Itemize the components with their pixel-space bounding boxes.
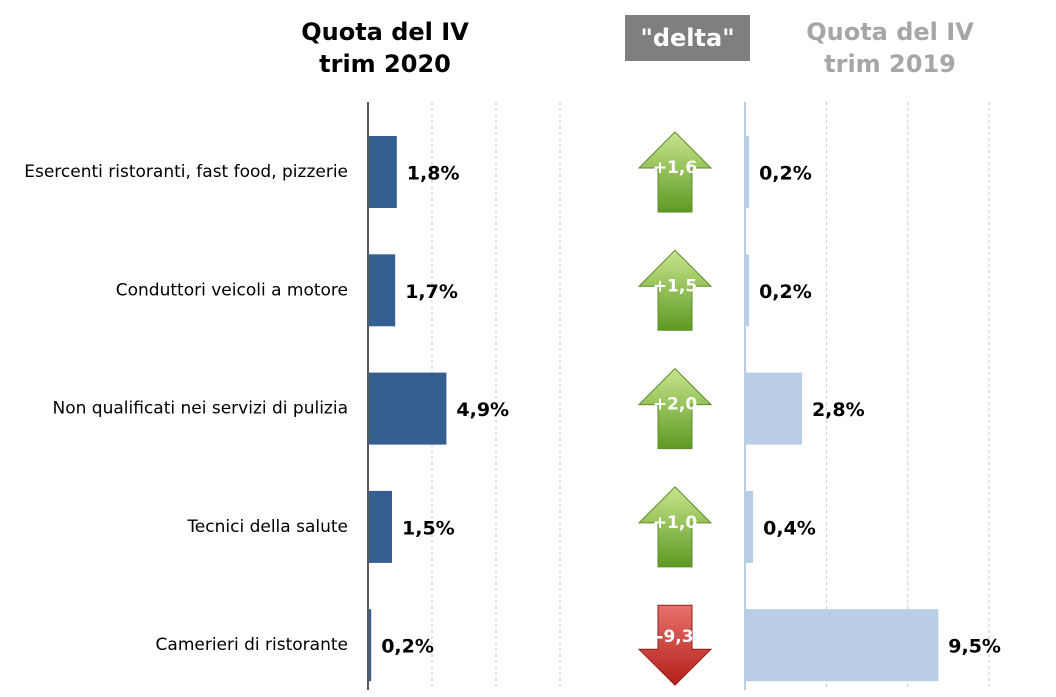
value-label: 1,5% [402,517,455,539]
title-2020: Quota del IV trim 2020 [301,18,469,78]
delta-label: +1,6 [653,158,697,178]
delta-label: +1,5 [653,276,697,296]
category-label: Esercenti ristoranti, fast food, pizzeri… [24,162,348,182]
bar [368,490,392,563]
delta-arrow [637,131,713,213]
bar [745,372,802,445]
bar [368,136,397,208]
value-label: 1,8% [407,163,460,185]
title-delta: "delta" [640,24,735,52]
bar [368,254,396,327]
category-label: Camerieri di ristorante [156,635,348,655]
value-label: 4,9% [456,399,509,421]
bar [368,372,447,445]
title-2019: Quota del IV trim 2019 [806,18,974,78]
delta-box [625,15,750,61]
category-label: Tecnici della salute [186,517,348,537]
delta-label: +1,0 [653,513,698,533]
value-label: 0,2% [759,163,812,185]
delta-arrow [637,249,713,331]
bar [745,609,939,682]
value-label: 0,2% [759,281,812,303]
delta-arrow [637,486,713,568]
delta-label: +2,0 [653,395,698,415]
bar [368,609,372,682]
value-label: 9,5% [948,636,1001,658]
bar [745,254,750,327]
bar [745,136,750,208]
delta-label: -9,3 [656,627,693,647]
delta-arrow [637,367,713,450]
delta-arrow [637,604,713,686]
value-label: 0,4% [763,517,816,539]
value-label: 0,2% [381,636,434,658]
value-label: 2,8% [812,399,865,421]
value-label: 1,7% [405,281,458,303]
category-label: Conduttori veicoli a motore [116,280,348,300]
bar [745,490,754,563]
category-label: Non qualificati nei servizi di pulizia [53,399,348,419]
